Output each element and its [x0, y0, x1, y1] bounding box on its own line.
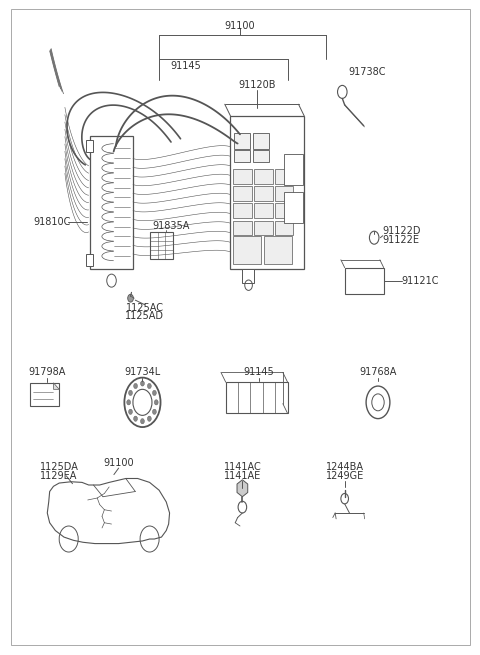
Circle shape	[147, 383, 151, 388]
Circle shape	[153, 409, 156, 415]
Text: 91734L: 91734L	[124, 367, 161, 377]
Bar	[150, 233, 173, 259]
Circle shape	[127, 400, 131, 405]
Bar	[86, 254, 94, 266]
Bar	[90, 136, 133, 269]
Circle shape	[155, 400, 158, 405]
Text: 91122D: 91122D	[383, 226, 421, 236]
Bar	[284, 154, 303, 185]
Text: 91121C: 91121C	[402, 276, 439, 286]
Text: 91835A: 91835A	[152, 221, 190, 231]
Text: 1125DA: 1125DA	[40, 462, 79, 472]
Bar	[264, 236, 292, 264]
Circle shape	[129, 390, 132, 396]
Text: 1141AE: 1141AE	[224, 471, 261, 481]
Bar	[254, 221, 273, 235]
Bar	[233, 221, 252, 235]
Bar	[254, 169, 273, 183]
Circle shape	[147, 416, 151, 421]
Bar	[233, 204, 252, 218]
Bar	[226, 382, 288, 413]
Bar	[230, 116, 304, 269]
Text: 1125AC: 1125AC	[126, 303, 164, 313]
Circle shape	[141, 381, 144, 386]
Bar	[233, 186, 252, 201]
Bar	[234, 132, 250, 149]
Text: 1125AD: 1125AD	[125, 310, 164, 321]
Polygon shape	[53, 383, 59, 389]
Bar	[233, 169, 252, 183]
Text: 91145: 91145	[170, 61, 201, 71]
Text: 91810C: 91810C	[33, 217, 71, 227]
Circle shape	[141, 419, 144, 424]
Bar	[242, 269, 254, 283]
Text: 91738C: 91738C	[348, 67, 386, 77]
Polygon shape	[237, 480, 248, 496]
Bar	[275, 221, 293, 235]
Bar	[345, 268, 384, 293]
Bar	[275, 186, 293, 201]
Circle shape	[153, 390, 156, 396]
Text: 91768A: 91768A	[360, 367, 396, 377]
Bar	[254, 186, 273, 201]
Circle shape	[128, 294, 133, 302]
Text: 1244BA: 1244BA	[326, 462, 364, 472]
Text: 1129EA: 1129EA	[40, 471, 78, 481]
Text: 91798A: 91798A	[29, 367, 66, 377]
Text: 91122E: 91122E	[383, 235, 420, 245]
Text: 91145: 91145	[244, 367, 275, 377]
Text: 1141AC: 1141AC	[224, 462, 261, 472]
Bar	[275, 204, 293, 218]
Text: 91120B: 91120B	[238, 81, 276, 90]
Bar	[253, 132, 268, 149]
Text: 91100: 91100	[225, 21, 255, 31]
Text: 91100: 91100	[103, 458, 134, 468]
Bar	[86, 140, 94, 151]
Bar	[275, 169, 293, 183]
Bar	[233, 236, 261, 264]
Circle shape	[129, 409, 132, 415]
Bar	[234, 150, 250, 162]
Bar	[30, 383, 59, 405]
Circle shape	[133, 383, 137, 388]
Text: 1249GE: 1249GE	[325, 471, 364, 481]
Bar	[253, 150, 268, 162]
Circle shape	[133, 416, 137, 421]
Bar	[284, 193, 303, 223]
Bar	[254, 204, 273, 218]
